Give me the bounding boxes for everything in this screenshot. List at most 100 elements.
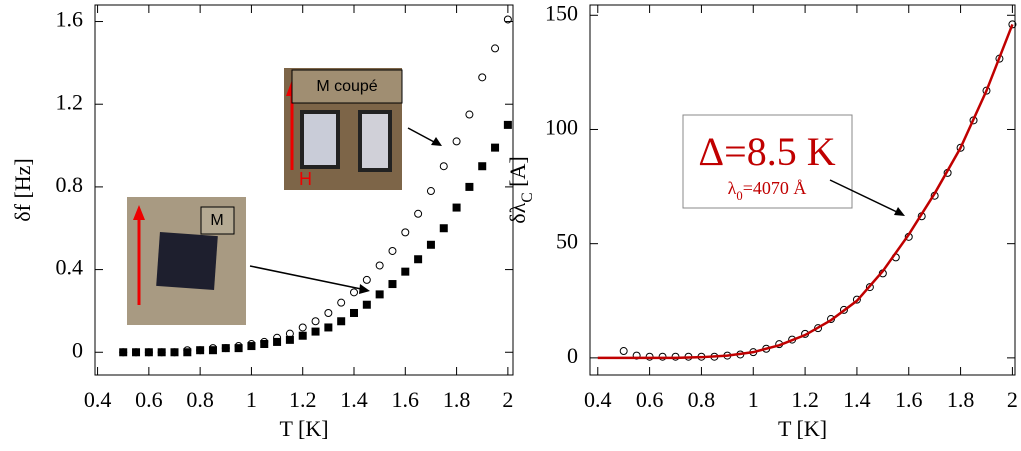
square-point [439,224,448,233]
h-label: H [299,169,312,189]
square-point [208,346,217,355]
circle-point [260,337,269,346]
square-point [170,348,179,357]
arrow-head [359,284,370,294]
photo-m-coupe: H M coupé [284,68,403,190]
circle-point [196,346,205,355]
square-point [375,290,384,299]
y-tick-label: 50 [556,229,578,254]
x-tick-label: 0.8 [688,387,716,412]
circle-point [298,323,307,332]
y-axis-label: δf [Hz] [10,158,35,222]
circle-point [324,308,333,317]
circle-point [414,209,423,218]
y-tick-label: 0.8 [56,172,84,197]
circle-point [982,86,991,95]
square-point [350,308,359,317]
circle-point [337,298,346,307]
arrow-head [431,137,442,146]
circle-point [362,275,371,284]
y-tick-label: 1.2 [56,89,84,114]
square-point [196,346,205,355]
circle-point [273,333,282,342]
x-tick-label: 1 [748,387,759,412]
x-axis-label: T [K] [279,416,328,441]
x-tick-label: 2 [502,387,513,412]
lambda-label: λ0=4070 Å [728,178,807,203]
arrow [249,265,367,291]
circle-point [865,283,874,292]
square-point [478,162,487,171]
y-axis-label: δλC [A] [505,156,536,223]
circle-point [439,162,448,171]
square-point [337,317,346,326]
y-tick-label: 150 [545,0,578,25]
gap-label: Δ=8.5 K [698,129,835,174]
square-point [452,203,461,212]
circle-point [375,261,384,270]
square-point [144,348,153,357]
circle-point [619,347,628,356]
arrow [407,127,437,144]
x-tick-label: 1.4 [843,387,871,412]
circle-point [350,288,359,297]
square-point [260,339,269,348]
y-tick-label: 100 [545,115,578,140]
y-tick-label: 0 [72,337,83,362]
circle-point [144,348,153,357]
photo-m: M [127,197,246,325]
circle-point [1008,20,1017,29]
square-point [298,331,307,340]
circle-point [234,342,243,351]
label-part: C [519,192,536,202]
square-point [311,327,320,336]
label-part: λ [728,178,737,198]
x-tick-label: 1.2 [289,387,317,412]
circle-point [221,344,230,353]
circle-point [311,317,320,326]
square-point [119,348,128,357]
y-tick-label: 0 [567,343,578,368]
circle-point [183,346,192,355]
circle-point [208,344,217,353]
fit-line [597,23,1014,360]
circle-point [465,110,474,119]
label-part: =4070 Å [743,178,807,198]
plot-frame [94,4,514,376]
circle-point [170,348,179,357]
circle-point [956,143,965,152]
square-point [401,267,410,276]
circle-point [247,339,256,348]
x-tick-label: 0.6 [636,387,664,412]
plot-frame [589,4,1016,376]
y-tick-label: 0.4 [56,255,84,280]
x-tick-label: 0.4 [84,387,112,412]
circle-point [491,44,500,53]
m-label: M [210,212,223,229]
x-tick-label: 0.6 [135,387,163,412]
square-point [465,182,474,191]
circle-point [426,187,435,196]
square-point [132,348,141,357]
x-tick-label: 1.6 [895,387,923,412]
circle-point [478,73,487,82]
y-tick-label: 1.6 [56,7,84,32]
x-tick-label: 1.6 [392,387,420,412]
square-point [426,240,435,249]
square-point [324,323,333,332]
square-point [234,344,243,353]
square-point [414,255,423,264]
square-point [273,337,282,346]
circle-point [119,348,128,357]
circle-point [388,246,397,255]
arrow [829,179,900,214]
square-point [221,344,230,353]
circle-point [157,348,166,357]
x-tick-label: 1 [246,387,257,412]
square-point [285,335,294,344]
annotation-box [682,114,853,209]
square-point [362,300,371,309]
arrow-head [894,207,905,216]
m-coupe-label: M coupé [316,78,377,95]
